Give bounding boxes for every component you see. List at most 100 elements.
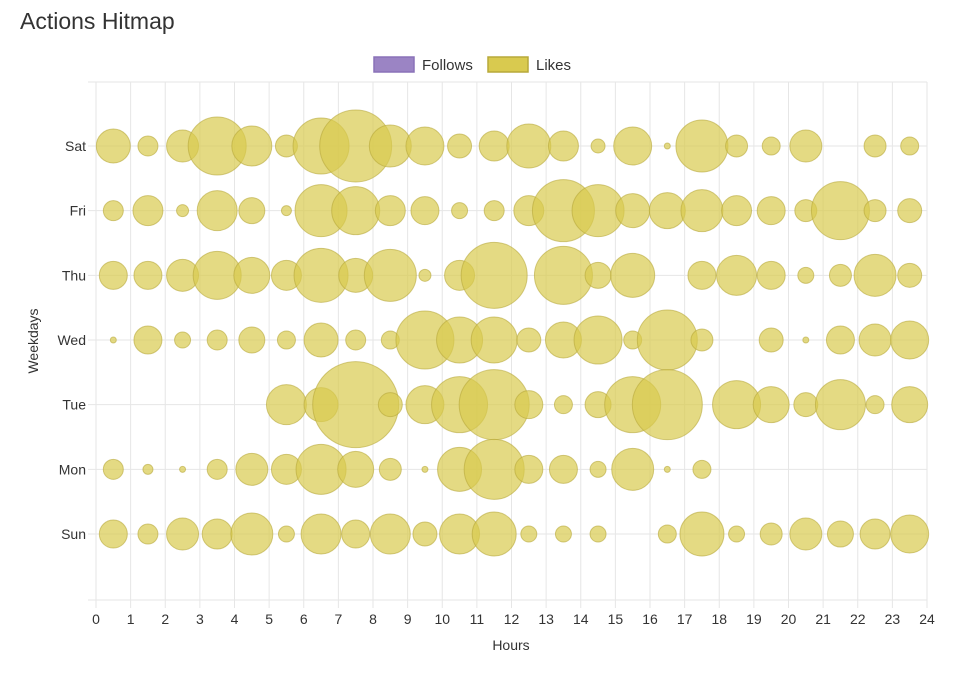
bubble-likes[interactable]: [826, 520, 854, 548]
bubble-likes[interactable]: [900, 136, 920, 156]
bubble-likes[interactable]: [548, 454, 578, 484]
bubble-likes[interactable]: [341, 519, 371, 549]
bubble-likes[interactable]: [716, 254, 758, 296]
bubble-likes[interactable]: [863, 134, 887, 158]
bubble-likes[interactable]: [483, 200, 505, 222]
bubble-likes[interactable]: [230, 512, 274, 556]
bubble-likes[interactable]: [238, 326, 266, 354]
bubble-likes[interactable]: [238, 197, 266, 225]
bubble-likes[interactable]: [679, 511, 725, 557]
bubble-likes[interactable]: [759, 522, 783, 546]
bubble-likes[interactable]: [166, 517, 200, 551]
bubble-likes[interactable]: [196, 190, 238, 232]
bubble-likes[interactable]: [547, 130, 579, 162]
bubble-likes[interactable]: [802, 336, 810, 344]
bubble-likes[interactable]: [378, 457, 402, 481]
bubble-likes[interactable]: [337, 450, 375, 488]
bubble-likes[interactable]: [825, 325, 855, 355]
bubble-likes[interactable]: [460, 241, 528, 309]
bubble-likes[interactable]: [890, 514, 930, 554]
bubble-likes[interactable]: [300, 513, 342, 555]
bubble-likes[interactable]: [506, 123, 552, 169]
bubble-likes[interactable]: [470, 316, 518, 364]
bubble-likes[interactable]: [897, 262, 923, 288]
bubble-likes[interactable]: [405, 126, 445, 166]
bubble-likes[interactable]: [810, 181, 870, 241]
bubble-likes[interactable]: [687, 260, 717, 290]
bubble-likes[interactable]: [756, 196, 786, 226]
bubble-likes[interactable]: [590, 138, 606, 154]
bubble-likes[interactable]: [95, 128, 131, 164]
bubble-likes[interactable]: [828, 263, 852, 287]
bubble-likes[interactable]: [584, 261, 612, 289]
bubble-likes[interactable]: [657, 524, 677, 544]
bubble-likes[interactable]: [752, 386, 790, 424]
bubble-likes[interactable]: [690, 328, 714, 352]
bubble-likes[interactable]: [410, 196, 440, 226]
bubble-likes[interactable]: [179, 465, 187, 473]
bubble-likes[interactable]: [98, 519, 128, 549]
bubble-likes[interactable]: [102, 458, 124, 480]
bubble-likes[interactable]: [615, 193, 651, 229]
bubble-likes[interactable]: [890, 320, 930, 360]
bubble-likes[interactable]: [613, 126, 653, 166]
bubble-likes[interactable]: [725, 134, 749, 158]
bubble-likes[interactable]: [345, 329, 367, 351]
bubble-likes[interactable]: [471, 511, 517, 557]
bubble-likes[interactable]: [553, 395, 573, 415]
bubble-likes[interactable]: [554, 525, 572, 543]
bubble-likes[interactable]: [589, 460, 607, 478]
bubble-likes[interactable]: [132, 195, 164, 227]
legend-likes[interactable]: Likes: [487, 56, 571, 74]
bubble-likes[interactable]: [611, 447, 655, 491]
bubble-likes[interactable]: [573, 315, 623, 365]
bubble-likes[interactable]: [201, 518, 233, 550]
bubble-likes[interactable]: [859, 518, 891, 550]
bubble-likes[interactable]: [863, 199, 887, 223]
bubble-likes[interactable]: [897, 198, 923, 224]
bubble-likes[interactable]: [728, 525, 746, 543]
bubble-likes[interactable]: [377, 392, 403, 418]
bubble-likes[interactable]: [98, 260, 128, 290]
bubble-likes[interactable]: [331, 186, 381, 236]
bubble-likes[interactable]: [374, 195, 406, 227]
bubble-likes[interactable]: [368, 124, 412, 168]
bubble-likes[interactable]: [276, 330, 296, 350]
bubble-likes[interactable]: [758, 327, 784, 353]
bubble-likes[interactable]: [451, 202, 469, 220]
bubble-likes[interactable]: [797, 266, 815, 284]
bubble-likes[interactable]: [865, 395, 885, 415]
bubble-likes[interactable]: [109, 336, 117, 344]
bubble-likes[interactable]: [814, 379, 866, 431]
bubble-likes[interactable]: [102, 200, 124, 222]
bubble-likes[interactable]: [303, 322, 339, 358]
bubble-likes[interactable]: [663, 142, 671, 150]
bubble-likes[interactable]: [514, 390, 544, 420]
bubble-likes[interactable]: [533, 245, 593, 305]
bubble-likes[interactable]: [133, 325, 163, 355]
bubble-likes[interactable]: [853, 253, 897, 297]
bubble-likes[interactable]: [721, 195, 753, 227]
bubble-likes[interactable]: [756, 260, 786, 290]
bubble-likes[interactable]: [789, 129, 823, 163]
bubble-likes[interactable]: [858, 323, 892, 357]
bubble-likes[interactable]: [206, 329, 228, 351]
bubble-likes[interactable]: [663, 465, 671, 473]
bubble-likes[interactable]: [363, 248, 417, 302]
bubble-likes[interactable]: [265, 384, 307, 426]
bubble-likes[interactable]: [142, 463, 154, 475]
bubble-likes[interactable]: [176, 204, 190, 218]
bubble-likes[interactable]: [231, 125, 273, 167]
bubble-likes[interactable]: [520, 525, 538, 543]
bubble-likes[interactable]: [369, 513, 411, 555]
bubble-likes[interactable]: [793, 392, 819, 418]
bubble-likes[interactable]: [680, 189, 724, 233]
bubble-likes[interactable]: [277, 525, 295, 543]
bubble-likes[interactable]: [891, 386, 929, 424]
bubble-likes[interactable]: [447, 133, 473, 159]
bubble-likes[interactable]: [631, 369, 703, 441]
bubble-likes[interactable]: [675, 119, 729, 173]
bubble-likes[interactable]: [636, 309, 698, 371]
bubble-likes[interactable]: [789, 517, 823, 551]
bubble-likes[interactable]: [233, 256, 271, 294]
